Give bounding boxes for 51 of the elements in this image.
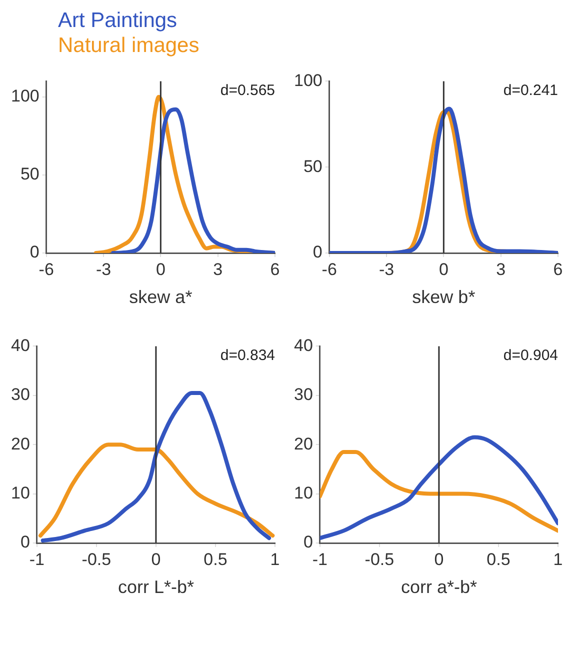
x-tick-label: 6 bbox=[270, 260, 280, 279]
x-tick-label: -3 bbox=[96, 260, 112, 279]
text: Natural images bbox=[58, 33, 200, 58]
x-tick-label: -6 bbox=[322, 260, 337, 279]
x-tick-label: 0 bbox=[434, 550, 444, 569]
y-tick-label: 100 bbox=[10, 86, 40, 106]
x-tick-label: 1 bbox=[553, 550, 563, 569]
line-series bbox=[111, 107, 275, 253]
x-tick-label: 0 bbox=[151, 550, 161, 569]
x-tick-label: 0.5 bbox=[486, 550, 510, 569]
y-tick-label: 0 bbox=[30, 242, 40, 262]
x-tick-label: -1 bbox=[312, 550, 328, 569]
y-tick-label: 100 bbox=[294, 70, 322, 90]
x-tick-label: -0.5 bbox=[364, 550, 394, 569]
y-tick-label: 20 bbox=[10, 434, 30, 454]
line-series bbox=[38, 442, 275, 538]
y-tick-label: 10 bbox=[294, 483, 313, 502]
y-tick-label: 40 bbox=[10, 336, 30, 355]
x-tick-label: 6 bbox=[553, 260, 563, 279]
x-tick-label: 0 bbox=[156, 260, 166, 279]
y-tick-label: 40 bbox=[294, 336, 313, 355]
x-tick-label: -1 bbox=[29, 550, 44, 569]
line-series bbox=[40, 390, 272, 543]
x-axis-title: skew a* bbox=[129, 287, 192, 308]
annotation: d=0.904 bbox=[503, 346, 558, 364]
x-tick-label: -3 bbox=[378, 260, 394, 279]
annotation: d=0.834 bbox=[220, 346, 275, 364]
annotation: d=0.565 bbox=[220, 82, 275, 99]
y-tick-label: 30 bbox=[294, 385, 313, 404]
x-axis-title: skew b* bbox=[412, 287, 476, 308]
line-series bbox=[320, 450, 558, 533]
x-tick-label: 3 bbox=[213, 260, 223, 279]
y-tick-label: 50 bbox=[303, 156, 322, 176]
y-tick-label: 20 bbox=[294, 434, 313, 454]
x-tick-label: -6 bbox=[38, 260, 54, 279]
x-tick-label: 0.5 bbox=[204, 550, 228, 569]
y-tick-label: 0 bbox=[312, 242, 322, 262]
line-series bbox=[320, 435, 558, 540]
x-tick-label: 0 bbox=[438, 260, 448, 279]
x-axis-title: corr a*-b* bbox=[400, 577, 477, 598]
y-tick-label: 50 bbox=[20, 164, 40, 184]
text: Art Paintings bbox=[58, 8, 178, 33]
x-tick-label: 3 bbox=[496, 260, 506, 279]
y-tick-label: 0 bbox=[20, 532, 30, 552]
y-tick-label: 0 bbox=[303, 532, 313, 552]
x-tick-label: -0.5 bbox=[82, 550, 112, 569]
y-tick-label: 10 bbox=[10, 483, 30, 502]
annotation: d=0.241 bbox=[503, 82, 558, 99]
y-tick-label: 30 bbox=[10, 385, 30, 404]
x-axis-title: corr L*-b* bbox=[118, 577, 194, 598]
x-tick-label: 1 bbox=[270, 550, 280, 569]
